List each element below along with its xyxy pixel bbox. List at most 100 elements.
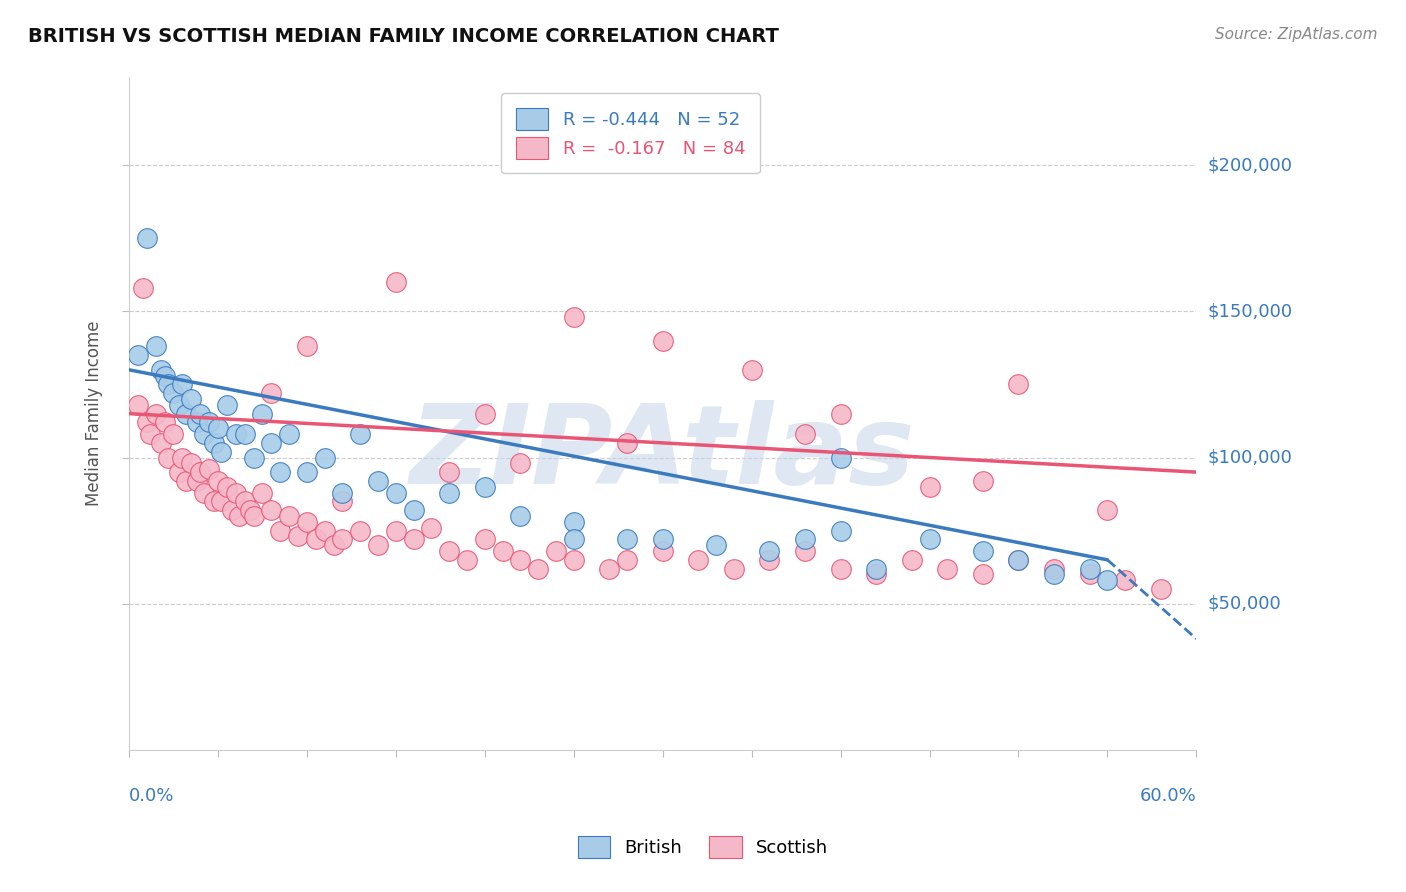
Point: [150, 436, 173, 450]
Point: [562, 553, 585, 567]
Point: [1078, 567, 1101, 582]
Point: [1007, 553, 1029, 567]
Point: [723, 561, 745, 575]
Point: [367, 474, 389, 488]
Point: [437, 544, 460, 558]
Point: [188, 407, 211, 421]
Point: [349, 524, 371, 538]
Point: [239, 503, 262, 517]
Point: [688, 553, 710, 567]
Point: [794, 544, 817, 558]
Point: [332, 533, 354, 547]
Point: [167, 398, 190, 412]
Point: [830, 561, 852, 575]
Text: $200,000: $200,000: [1208, 156, 1292, 174]
Point: [314, 524, 336, 538]
Legend: R = -0.444   N = 52, R =  -0.167   N = 84: R = -0.444 N = 52, R = -0.167 N = 84: [502, 93, 759, 173]
Point: [167, 465, 190, 479]
Point: [295, 465, 318, 479]
Point: [332, 485, 354, 500]
Point: [153, 368, 176, 383]
Point: [509, 456, 531, 470]
Point: [295, 515, 318, 529]
Point: [562, 515, 585, 529]
Point: [918, 533, 941, 547]
Point: [456, 553, 478, 567]
Point: [704, 538, 727, 552]
Point: [420, 521, 443, 535]
Point: [145, 407, 167, 421]
Point: [295, 339, 318, 353]
Text: ZIPAtlas: ZIPAtlas: [411, 401, 915, 508]
Point: [616, 436, 638, 450]
Point: [162, 427, 184, 442]
Point: [794, 533, 817, 547]
Point: [215, 398, 238, 412]
Point: [437, 485, 460, 500]
Point: [207, 474, 229, 488]
Point: [474, 480, 496, 494]
Point: [228, 508, 250, 523]
Point: [180, 392, 202, 406]
Point: [491, 544, 513, 558]
Point: [830, 524, 852, 538]
Point: [651, 533, 673, 547]
Point: [332, 494, 354, 508]
Point: [252, 407, 274, 421]
Point: [172, 450, 194, 465]
Point: [1043, 561, 1066, 575]
Point: [1097, 574, 1119, 588]
Point: [794, 427, 817, 442]
Point: [202, 436, 225, 450]
Text: $100,000: $100,000: [1208, 449, 1292, 467]
Point: [900, 553, 922, 567]
Point: [544, 544, 567, 558]
Point: [474, 407, 496, 421]
Point: [215, 480, 238, 494]
Text: Source: ZipAtlas.com: Source: ZipAtlas.com: [1215, 27, 1378, 42]
Point: [221, 503, 243, 517]
Point: [242, 508, 264, 523]
Point: [385, 485, 408, 500]
Point: [758, 544, 780, 558]
Point: [157, 450, 180, 465]
Point: [211, 444, 233, 458]
Point: [1007, 377, 1029, 392]
Point: [150, 363, 173, 377]
Point: [1114, 574, 1136, 588]
Point: [260, 436, 283, 450]
Point: [287, 529, 309, 543]
Point: [1097, 503, 1119, 517]
Point: [758, 553, 780, 567]
Point: [616, 533, 638, 547]
Point: [322, 538, 344, 552]
Point: [402, 533, 425, 547]
Point: [314, 450, 336, 465]
Point: [211, 494, 233, 508]
Point: [278, 427, 301, 442]
Point: [278, 508, 301, 523]
Point: [174, 407, 197, 421]
Point: [865, 567, 887, 582]
Text: BRITISH VS SCOTTISH MEDIAN FAMILY INCOME CORRELATION CHART: BRITISH VS SCOTTISH MEDIAN FAMILY INCOME…: [28, 27, 779, 45]
Point: [132, 281, 155, 295]
Point: [830, 407, 852, 421]
Point: [437, 465, 460, 479]
Point: [260, 386, 283, 401]
Point: [260, 503, 283, 517]
Point: [402, 503, 425, 517]
Point: [651, 334, 673, 348]
Point: [174, 474, 197, 488]
Point: [936, 561, 959, 575]
Point: [233, 427, 256, 442]
Point: [186, 416, 208, 430]
Point: [349, 427, 371, 442]
Point: [509, 553, 531, 567]
Point: [172, 377, 194, 392]
Point: [233, 494, 256, 508]
Point: [198, 416, 221, 430]
Text: 60.0%: 60.0%: [1140, 787, 1197, 805]
Point: [162, 386, 184, 401]
Point: [193, 485, 215, 500]
Point: [972, 474, 994, 488]
